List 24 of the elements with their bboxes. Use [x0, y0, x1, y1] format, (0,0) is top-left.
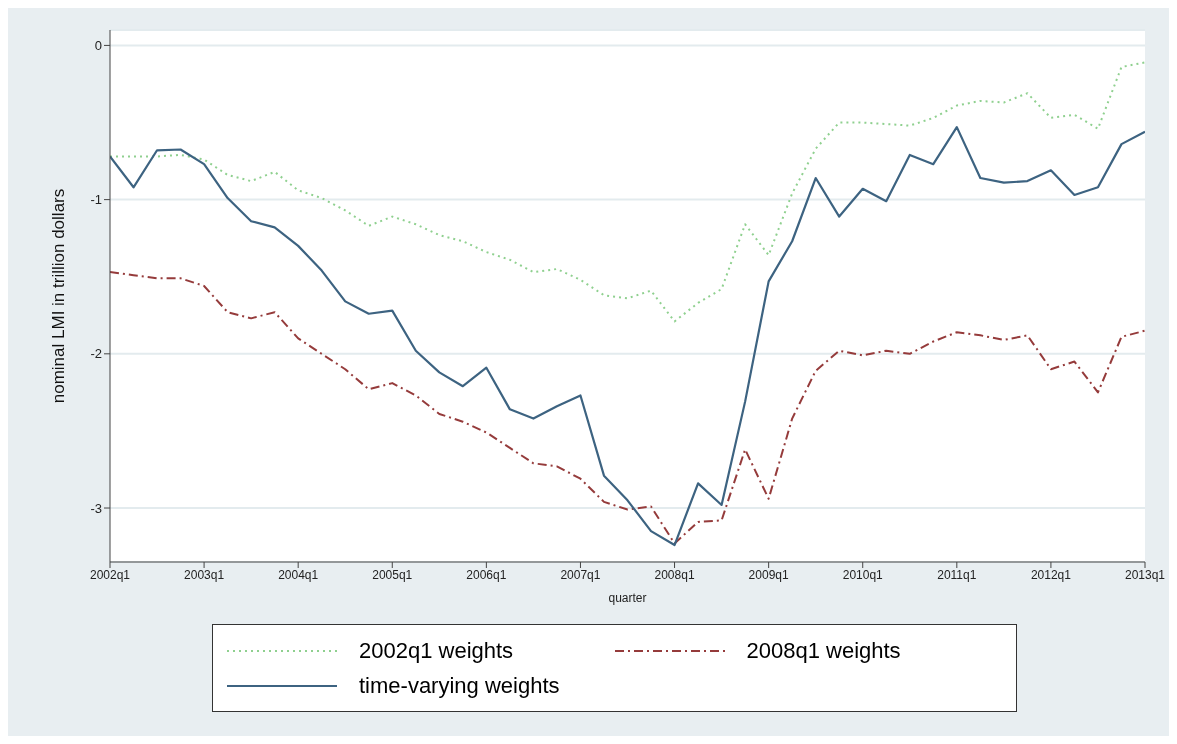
x-tick-label: 2007q1: [560, 567, 601, 582]
x-tick-label: 2002q1: [89, 567, 131, 582]
legend-label: 2008q1 weights: [746, 637, 901, 664]
x-tick-label: 2013q1: [1124, 567, 1166, 582]
line-series: [110, 61, 1145, 323]
x-tick-label: 2008q1: [654, 567, 695, 582]
x-tick-label: 2006q1: [466, 567, 507, 582]
y-tick-label: -2: [90, 346, 102, 362]
y-tick-label: 0: [94, 38, 102, 54]
legend-label: time-varying weights: [359, 672, 560, 699]
y-tick-label: -3: [90, 500, 102, 516]
legend-label: 2002q1 weights: [359, 637, 514, 664]
x-tick-label: 2005q1: [372, 567, 413, 582]
y-tick-label: -1: [90, 192, 102, 208]
line-series: [110, 271, 1145, 545]
x-tick-label: 2011q1: [937, 567, 977, 582]
x-tick-label: 2010q1: [842, 567, 884, 582]
x-tick-label: 2009q1: [748, 567, 789, 582]
y-axis-title: nominal LMI in trillion dollars: [49, 188, 69, 404]
x-axis-title: quarter: [608, 591, 647, 605]
x-tick-label: 2003q1: [184, 567, 225, 582]
x-tick-label: 2004q1: [278, 567, 319, 582]
line-series: [110, 126, 1145, 547]
x-tick-label: 2012q1: [1030, 567, 1072, 582]
